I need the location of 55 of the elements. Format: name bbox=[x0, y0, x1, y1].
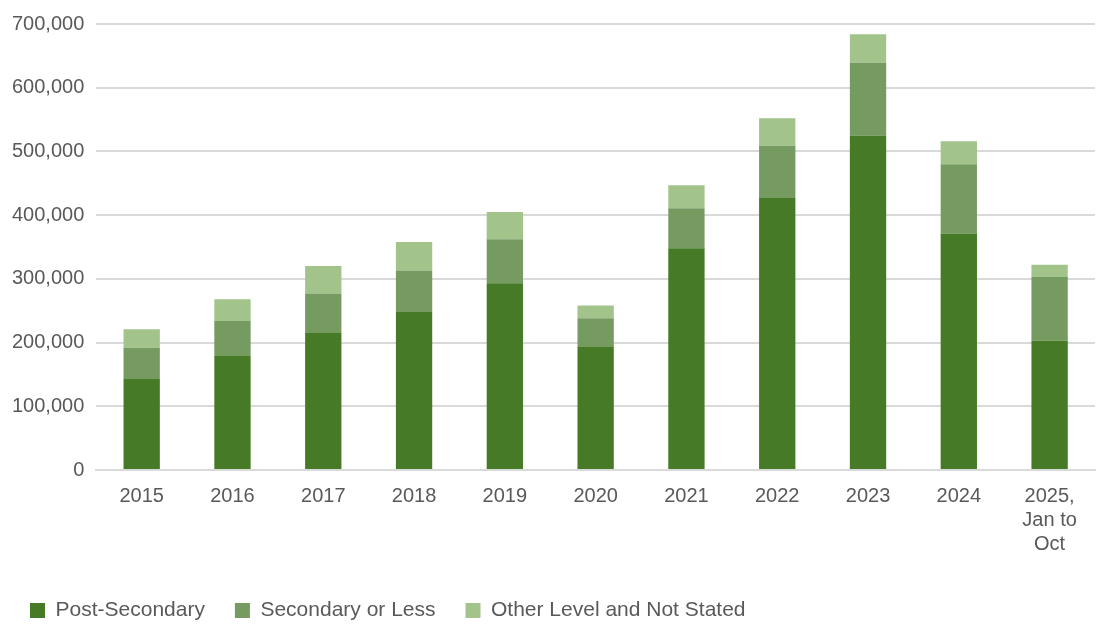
bar bbox=[577, 305, 614, 319]
x-tick-label: 2024 bbox=[936, 483, 982, 506]
bar bbox=[1031, 340, 1068, 469]
bar bbox=[577, 318, 614, 348]
y-tick-label: 500,000 bbox=[12, 138, 85, 161]
bar bbox=[214, 355, 251, 469]
legend-label: Secondary or Less bbox=[260, 597, 436, 621]
bar bbox=[940, 233, 977, 469]
bar bbox=[214, 320, 251, 356]
y-tick-label: 700,000 bbox=[12, 11, 85, 34]
legend-label: Other Level and Not Stated bbox=[491, 597, 746, 621]
bar bbox=[1031, 264, 1068, 277]
y-tick-label: 400,000 bbox=[12, 202, 85, 225]
bar bbox=[940, 164, 977, 234]
y-tick-label: 0 bbox=[73, 457, 85, 480]
bar bbox=[305, 333, 342, 469]
bar bbox=[849, 34, 887, 63]
bar bbox=[940, 141, 977, 165]
x-tick-label: 2015 bbox=[119, 483, 164, 506]
bar bbox=[486, 239, 524, 284]
bar bbox=[577, 347, 614, 469]
bar bbox=[214, 299, 251, 321]
x-tick-label: 2020 bbox=[573, 483, 618, 506]
bar bbox=[123, 329, 160, 348]
bar bbox=[486, 283, 524, 469]
x-tick-label: 2018 bbox=[391, 483, 437, 506]
x-tick-label: 2025, Jan to Oct bbox=[1022, 483, 1077, 554]
bar bbox=[486, 211, 524, 240]
y-tick-label: 300,000 bbox=[12, 266, 85, 289]
y-tick-label: 100,000 bbox=[12, 393, 85, 416]
y-tick-label: 200,000 bbox=[12, 330, 85, 353]
bar bbox=[668, 208, 705, 249]
bar bbox=[759, 145, 796, 198]
bar bbox=[1031, 276, 1068, 341]
x-tick-label: 2021 bbox=[664, 483, 709, 506]
x-tick-label: 2017 bbox=[301, 483, 346, 506]
bar bbox=[395, 241, 433, 271]
bar bbox=[305, 293, 342, 334]
bar bbox=[849, 62, 887, 136]
x-tick-label: 2016 bbox=[210, 483, 255, 506]
bar bbox=[849, 135, 887, 469]
bar bbox=[759, 197, 796, 469]
bar bbox=[759, 118, 796, 146]
bar bbox=[123, 378, 160, 469]
bar bbox=[395, 311, 433, 469]
bar bbox=[395, 270, 433, 312]
bar bbox=[668, 248, 705, 469]
x-tick-label: 2022 bbox=[754, 483, 800, 506]
x-tick-label: 2023 bbox=[845, 483, 891, 506]
legend-label: Post-Secondary bbox=[55, 597, 206, 621]
bar bbox=[305, 266, 342, 294]
y-tick-label: 600,000 bbox=[12, 75, 85, 98]
bar bbox=[123, 347, 160, 379]
x-tick-label: 2019 bbox=[482, 483, 528, 506]
bar bbox=[668, 185, 705, 209]
